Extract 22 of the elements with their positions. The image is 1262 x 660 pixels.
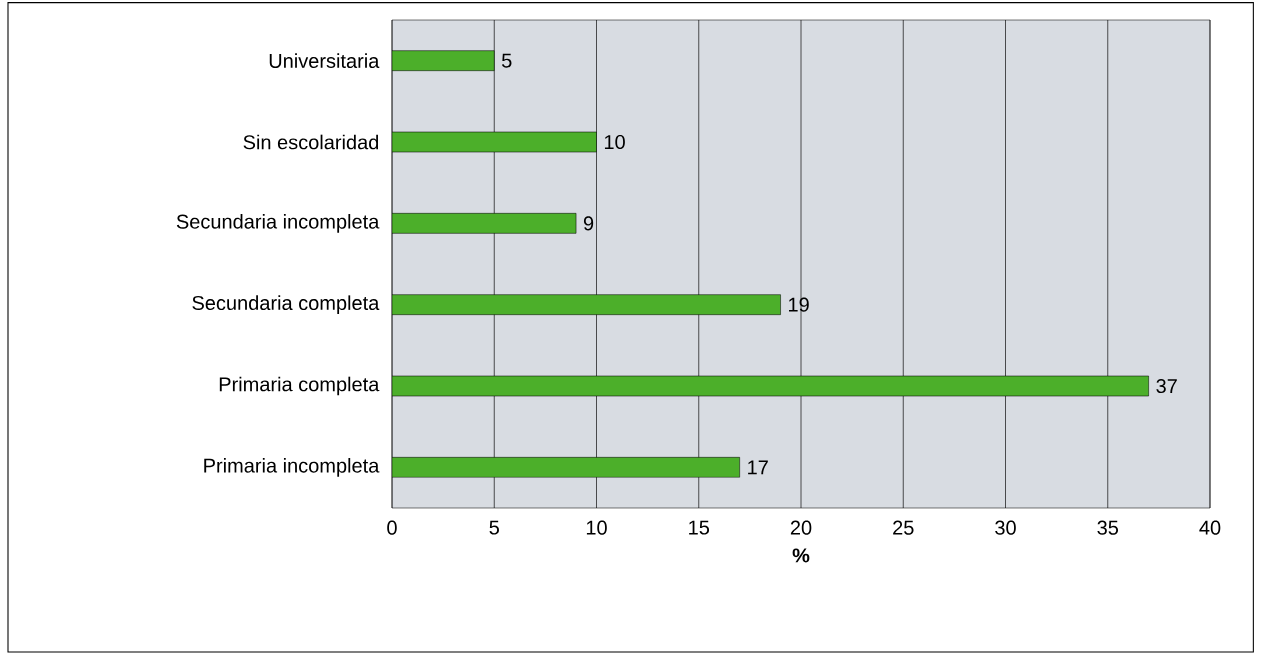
data-label: 19 xyxy=(789,297,809,312)
x-tick-label: 25 xyxy=(893,520,914,535)
y-tick-label: Secundaria incompleta xyxy=(176,214,380,233)
y-tick-label: Universitaria xyxy=(269,53,380,69)
data-label: 5 xyxy=(501,53,512,68)
data-label: 10 xyxy=(604,134,625,150)
x-tick-label: 20 xyxy=(790,520,812,535)
x-tick-label: 30 xyxy=(995,520,1016,535)
x-tick-label: 10 xyxy=(586,520,607,535)
x-tick-label: 5 xyxy=(489,520,499,535)
y-tick-label: Primaria completa xyxy=(219,376,380,396)
data-label: 37 xyxy=(1156,378,1177,394)
y-tick-label: Sin escolaridad xyxy=(243,134,379,150)
y-tick-label: Primaria incompleta xyxy=(204,458,380,477)
data-label: 17 xyxy=(748,460,768,475)
x-tick-label: 40 xyxy=(1199,520,1221,535)
x-tick-label: 35 xyxy=(1097,520,1119,535)
x-tick-label: 0 xyxy=(387,520,397,535)
y-tick-label: Secundaria completa xyxy=(192,295,380,314)
x-tick-label: 15 xyxy=(689,520,710,535)
x-axis-title: % xyxy=(792,548,810,563)
data-label: 9 xyxy=(583,216,594,231)
